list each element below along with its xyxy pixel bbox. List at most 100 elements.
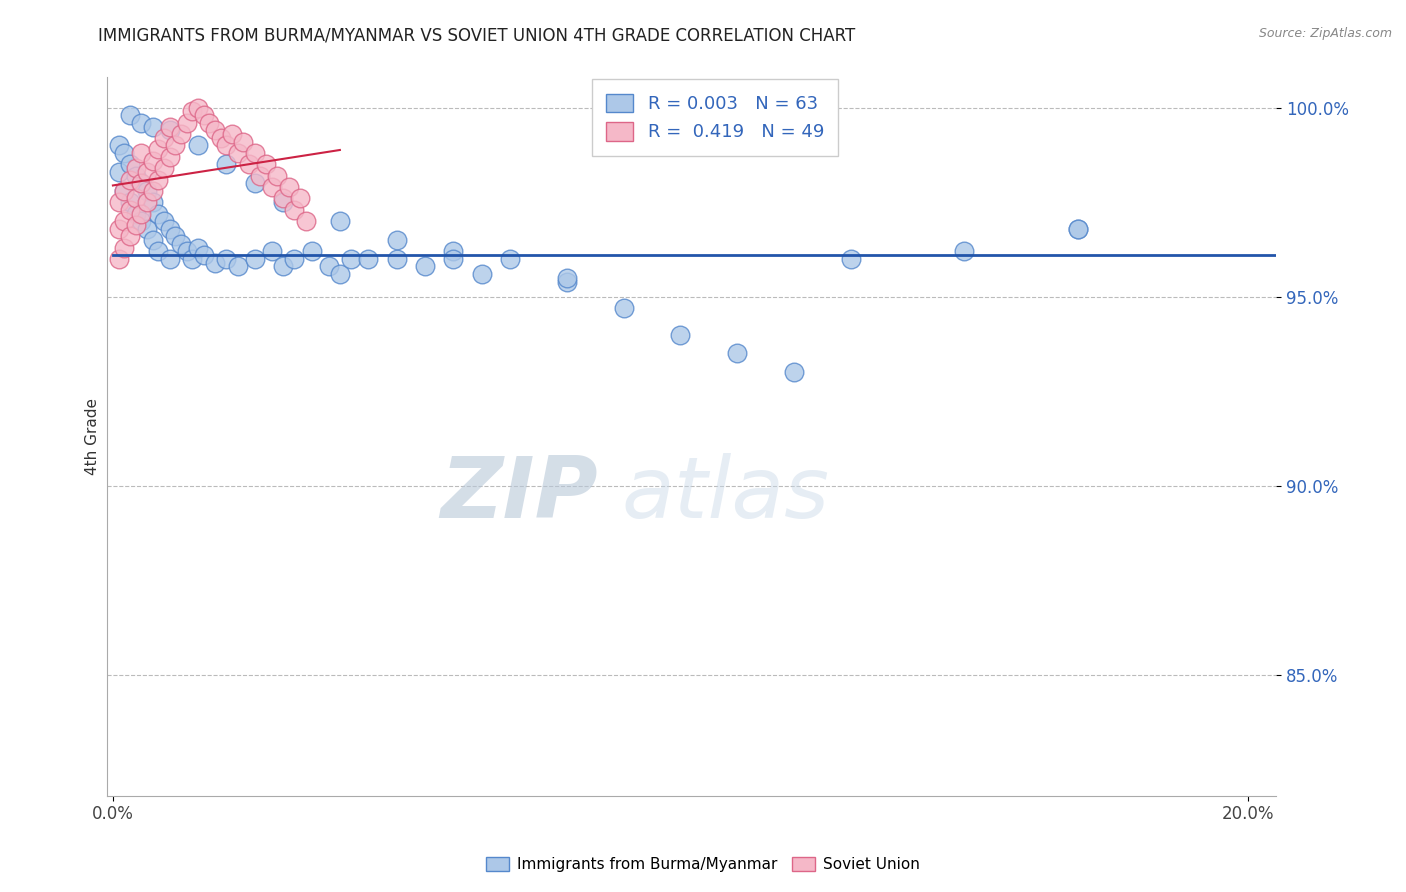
Point [613, 301, 636, 315]
Point [107, 165, 129, 179]
Point [112, 214, 135, 228]
Point [118, 195, 141, 210]
Point [953, 244, 976, 259]
Point [142, 184, 165, 198]
Point [329, 214, 352, 228]
Point [142, 195, 165, 210]
Point [112, 241, 135, 255]
Point [187, 101, 209, 115]
Point [124, 206, 146, 220]
Point [204, 123, 226, 137]
Point [176, 116, 198, 130]
Point [148, 172, 170, 186]
Point [159, 123, 181, 137]
Point [112, 184, 135, 198]
Point [153, 161, 176, 176]
Point [153, 214, 176, 228]
Point [187, 241, 209, 255]
Point [118, 202, 141, 217]
Point [148, 142, 170, 156]
Point [295, 214, 318, 228]
Point [112, 146, 135, 161]
Text: IMMIGRANTS FROM BURMA/MYANMAR VS SOVIET UNION 4TH GRADE CORRELATION CHART: IMMIGRANTS FROM BURMA/MYANMAR VS SOVIET … [98, 27, 856, 45]
Point [413, 260, 436, 274]
Point [148, 244, 170, 259]
Point [221, 127, 243, 141]
Point [441, 252, 464, 266]
Point [107, 138, 129, 153]
Point [129, 176, 152, 190]
Point [238, 157, 260, 171]
Point [107, 221, 129, 235]
Point [357, 252, 380, 266]
Point [148, 206, 170, 220]
Point [124, 218, 146, 232]
Point [170, 236, 193, 251]
Point [159, 150, 181, 164]
Point [243, 176, 266, 190]
Point [198, 116, 221, 130]
Point [159, 221, 181, 235]
Point [441, 244, 464, 259]
Point [839, 252, 862, 266]
Point [215, 138, 238, 153]
Point [318, 260, 340, 274]
Point [112, 184, 135, 198]
Point [136, 165, 159, 179]
Point [232, 135, 254, 149]
Point [271, 191, 294, 205]
Point [129, 214, 152, 228]
Point [783, 365, 806, 379]
Point [193, 108, 215, 122]
Point [181, 104, 204, 119]
Legend: Immigrants from Burma/Myanmar, Soviet Union: Immigrants from Burma/Myanmar, Soviet Un… [478, 849, 928, 880]
Point [136, 184, 159, 198]
Point [226, 260, 249, 274]
Point [283, 202, 305, 217]
Point [471, 267, 494, 281]
Y-axis label: 4th Grade: 4th Grade [86, 398, 100, 475]
Point [555, 275, 578, 289]
Point [215, 157, 238, 171]
Point [555, 270, 578, 285]
Point [260, 180, 283, 194]
Point [340, 252, 363, 266]
Point [153, 131, 176, 145]
Point [243, 252, 266, 266]
Point [283, 252, 305, 266]
Point [124, 161, 146, 176]
Point [165, 138, 187, 153]
Point [187, 138, 209, 153]
Point [129, 116, 152, 130]
Point [142, 153, 165, 168]
Point [124, 191, 146, 205]
Point [215, 252, 238, 266]
Point [725, 346, 748, 360]
Point [329, 267, 352, 281]
Point [107, 252, 129, 266]
Point [288, 191, 311, 205]
Legend: R = 0.003   N = 63, R =  0.419   N = 49: R = 0.003 N = 63, R = 0.419 N = 49 [592, 79, 838, 156]
Point [118, 229, 141, 244]
Point [142, 233, 165, 247]
Point [204, 255, 226, 269]
Point [249, 169, 271, 183]
Point [385, 233, 408, 247]
Point [176, 244, 198, 259]
Point [159, 120, 181, 134]
Point [181, 252, 204, 266]
Point [301, 244, 323, 259]
Point [129, 206, 152, 220]
Point [118, 172, 141, 186]
Point [142, 120, 165, 134]
Point [193, 248, 215, 262]
Point [129, 146, 152, 161]
Point [385, 252, 408, 266]
Point [209, 131, 232, 145]
Point [277, 180, 299, 194]
Point [136, 221, 159, 235]
Point [136, 195, 159, 210]
Point [1066, 221, 1088, 235]
Point [499, 252, 522, 266]
Point [260, 244, 283, 259]
